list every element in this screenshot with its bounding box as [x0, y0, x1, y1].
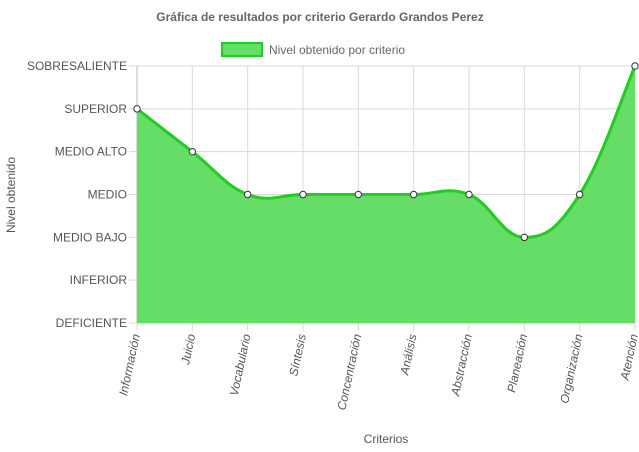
x-tick-label: Abstracción — [448, 332, 475, 398]
x-tick-label: Análisis — [397, 333, 420, 377]
x-tick-label: Síntesis — [286, 333, 309, 378]
data-point[interactable] — [409, 190, 418, 199]
legend[interactable]: Nivel obtenido por criterio — [221, 42, 405, 57]
x-tick-label: Juicio — [178, 332, 198, 366]
x-tick-label: Planeación — [504, 332, 530, 393]
data-point[interactable] — [575, 190, 584, 199]
data-point[interactable] — [631, 62, 639, 70]
data-point[interactable] — [520, 233, 529, 242]
y-axis-label: Nivel obtenido — [4, 157, 18, 233]
x-axis-ticks: Información Juicio Vocabulario Síntesis Conc… — [116, 332, 639, 411]
x-tick-label: Atención — [617, 332, 639, 382]
x-tick-label: Organización — [557, 332, 585, 404]
x-tick-label: Vocabulario — [227, 332, 254, 397]
data-points — [133, 62, 639, 242]
y-tick-label: SOBRESALIENTE — [27, 59, 127, 73]
y-tick-label: DEFICIENTE — [56, 316, 127, 330]
series-line — [136, 65, 637, 239]
data-point[interactable] — [243, 190, 252, 199]
y-tick-label: MEDIO BAJO — [53, 230, 127, 244]
data-point[interactable] — [133, 105, 141, 113]
legend-label: Nivel obtenido por criterio — [269, 43, 405, 57]
y-axis-ticks: DEFICIENTE INFERIOR MEDIO BAJO MEDIO MEDIO A… — [27, 59, 127, 330]
x-tick-label: Información — [116, 332, 143, 397]
y-tick-label: INFERIOR — [70, 273, 128, 287]
y-tick-label: MEDIO — [88, 188, 127, 202]
data-point[interactable] — [465, 190, 473, 199]
y-tick-label: MEDIO ALTO — [55, 145, 127, 159]
legend-swatch — [221, 42, 263, 57]
data-point[interactable] — [299, 190, 307, 199]
x-tick-label: Concentración — [334, 332, 364, 411]
x-axis-label: Criterios — [364, 432, 409, 446]
y-tick-label: SUPERIOR — [64, 102, 127, 116]
chart-title: Gráfica de resultados por criterio Gerar… — [156, 10, 483, 24]
data-point[interactable] — [354, 190, 363, 199]
plot-area — [136, 65, 637, 323]
data-point[interactable] — [188, 147, 197, 156]
